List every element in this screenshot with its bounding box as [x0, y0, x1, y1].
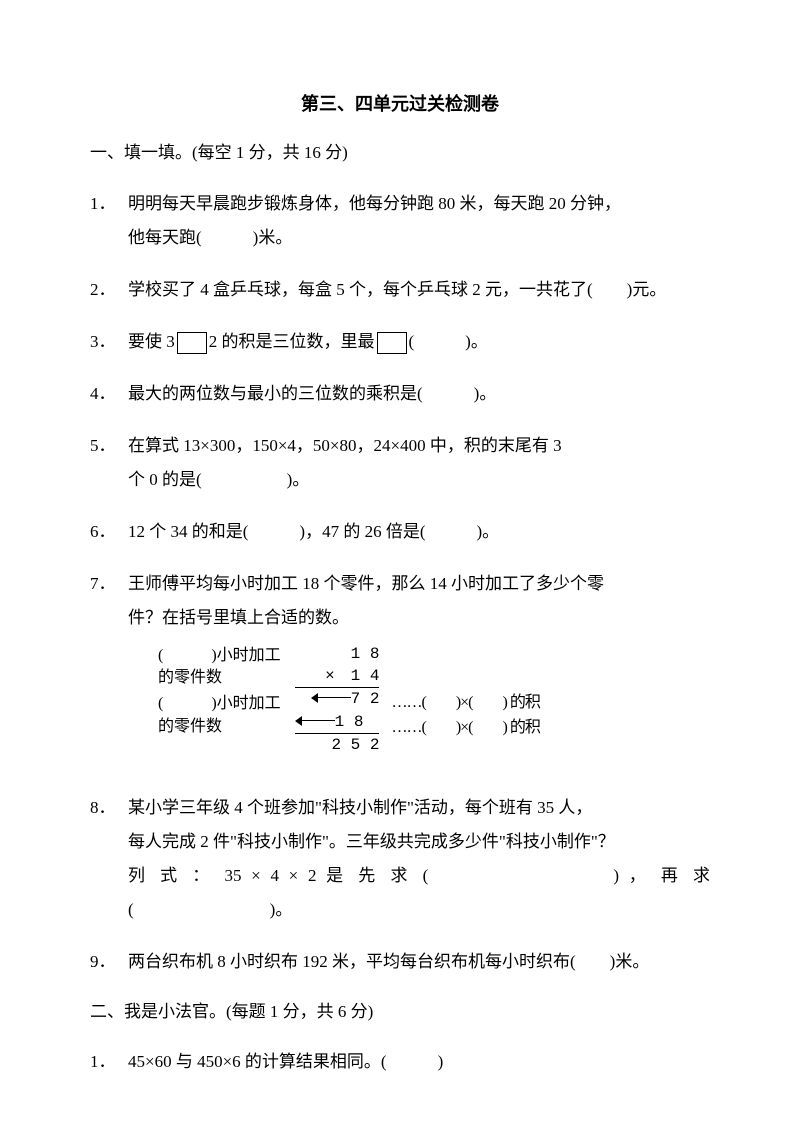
- q6-number: 6．: [90, 515, 128, 549]
- q9-body: 两台织布机 8 小时织布 192 米，平均每台织布机每小时织布( )米。: [128, 945, 710, 979]
- q4-number: 4．: [90, 377, 128, 411]
- calc-p1-val: 7 2: [351, 690, 380, 708]
- q8-number: 8．: [90, 791, 128, 927]
- section-2-header: 二、我是小法官。(每题 1 分，共 6 分): [90, 997, 710, 1028]
- s2-q1-body: 45×60 与 450×6 的计算结果相同。( ): [128, 1045, 710, 1079]
- q8-line2: 每人完成 2 件"科技小制作"。三年级共完成多少件"科技小制作"？: [128, 832, 615, 851]
- calc-left-labels: ( )小时加工 的零件数 ( )小时加工 的零件数: [158, 643, 287, 741]
- calc-row-top: 1 8: [295, 643, 380, 665]
- section2-question-1: 1． 45×60 与 450×6 的计算结果相同。( ): [90, 1045, 710, 1079]
- blank-box-icon: [177, 332, 207, 354]
- calc-right-spacer2: [391, 667, 539, 691]
- q6-body: 12 个 34 的和是( )，47 的 26 倍是( )。: [128, 515, 710, 549]
- q3-number: 3．: [90, 325, 128, 359]
- calc-right-2: ……( )×( ) 的积: [391, 716, 539, 740]
- q3-part-c: ( )。: [409, 332, 488, 351]
- q7-line2: 件？在括号里填上合适的数。: [128, 608, 349, 627]
- calc-left-top-b: 的零件数: [158, 669, 222, 686]
- question-9: 9． 两台织布机 8 小时织布 192 米，平均每台织布机每小时织布( )米。: [90, 945, 710, 979]
- question-4: 4． 最大的两位数与最小的三位数的乘积是( )。: [90, 377, 710, 411]
- calc-left-top-a: ( )小时加工: [158, 647, 281, 664]
- q2-number: 2．: [90, 273, 128, 307]
- calc-right-1: ……( )×( ) 的积: [391, 691, 539, 715]
- q1-number: 1．: [90, 187, 128, 255]
- q7-number: 7．: [90, 567, 128, 773]
- q8-body: 某小学三年级 4 个班参加"科技小制作"活动，每个班有 35 人， 每人完成 2…: [128, 791, 710, 927]
- calc-right-labels: ……( )×( ) 的积 ……( )×( ) 的积: [387, 643, 539, 765]
- question-1: 1． 明明每天早晨跑步锻炼身体，他每分钟跑 80 米，每天跑 20 分钟， 他每…: [90, 187, 710, 255]
- calc-row-mul: × 1 4: [295, 665, 380, 688]
- calc-column: 1 8 × 1 4 7 2 1 8 2 5 2: [287, 643, 388, 757]
- q7-line1: 王师傅平均每小时加工 18 个零件，那么 14 小时加工了多少个零: [128, 574, 604, 593]
- q8-line1: 某小学三年级 4 个班参加"科技小制作"活动，每个班有 35 人，: [128, 798, 592, 817]
- question-6: 6． 12 个 34 的和是( )，47 的 26 倍是( )。: [90, 515, 710, 549]
- blank-box-icon: [377, 332, 407, 354]
- q8-line3: 列 式 ： 35 × 4 × 2 是 先 求 ( ) ， 再 求: [128, 859, 710, 893]
- question-8: 8． 某小学三年级 4 个班参加"科技小制作"活动，每个班有 35 人， 每人完…: [90, 791, 710, 927]
- q3-body: 要使 3 2 的积是三位数，里最 ( )。: [128, 325, 710, 359]
- question-7: 7． 王师傅平均每小时加工 18 个零件，那么 14 小时加工了多少个零 件？在…: [90, 567, 710, 773]
- q3-part-a: 要使 3: [128, 332, 175, 351]
- q1-line1: 明明每天早晨跑步锻炼身体，他每分钟跑 80 米，每天跑 20 分钟，: [128, 194, 621, 213]
- calc-right-spacer3: [391, 740, 539, 764]
- calc-left-top: ( )小时加工 的零件数: [158, 643, 287, 692]
- calc-left-bot: ( )小时加工 的零件数: [158, 691, 287, 740]
- q5-body: 在算式 13×300，150×4，50×80，24×400 中，积的末尾有 3 …: [128, 429, 710, 497]
- q3-part-b: 2 的积是三位数，里最: [209, 332, 375, 351]
- calc-right-spacer1: [391, 643, 539, 667]
- vertical-multiplication-figure: ( )小时加工 的零件数 ( )小时加工 的零件数 1 8 × 1 4 7 2 …: [158, 643, 710, 765]
- section-1-header: 一、填一填。(每空 1 分，共 16 分): [90, 138, 710, 169]
- calc-left-bot-a: ( )小时加工: [158, 695, 281, 712]
- q4-body: 最大的两位数与最小的三位数的乘积是( )。: [128, 377, 710, 411]
- calc-row-p2: 1 8: [295, 711, 380, 734]
- q5-number: 5．: [90, 429, 128, 497]
- question-3: 3． 要使 3 2 的积是三位数，里最 ( )。: [90, 325, 710, 359]
- calc-row-p1: 7 2: [295, 688, 380, 710]
- q1-line2: 他每天跑( )米。: [128, 228, 292, 247]
- arrow-left-icon: [311, 693, 351, 703]
- s2-q1-number: 1．: [90, 1045, 128, 1079]
- calc-row-res: 2 5 2: [295, 734, 380, 756]
- q9-number: 9．: [90, 945, 128, 979]
- q5-line1: 在算式 13×300，150×4，50×80，24×400 中，积的末尾有 3: [128, 436, 562, 455]
- question-5: 5． 在算式 13×300，150×4，50×80，24×400 中，积的末尾有…: [90, 429, 710, 497]
- q8-line4: ( )。: [128, 900, 292, 919]
- arrow-left-icon: [295, 716, 335, 726]
- question-2: 2． 学校买了 4 盒乒乓球，每盒 5 个，每个乒乓球 2 元，一共花了( )元…: [90, 273, 710, 307]
- q5-line2: 个 0 的是( )。: [128, 470, 309, 489]
- exam-title: 第三、四单元过关检测卷: [90, 90, 710, 116]
- q2-body: 学校买了 4 盒乒乓球，每盒 5 个，每个乒乓球 2 元，一共花了( )元。: [128, 273, 710, 307]
- q1-body: 明明每天早晨跑步锻炼身体，他每分钟跑 80 米，每天跑 20 分钟， 他每天跑(…: [128, 187, 710, 255]
- calc-p2-val: 1 8: [335, 713, 380, 731]
- q7-body: 王师傅平均每小时加工 18 个零件，那么 14 小时加工了多少个零 件？在括号里…: [128, 567, 710, 773]
- calc-left-bot-b: 的零件数: [158, 718, 222, 735]
